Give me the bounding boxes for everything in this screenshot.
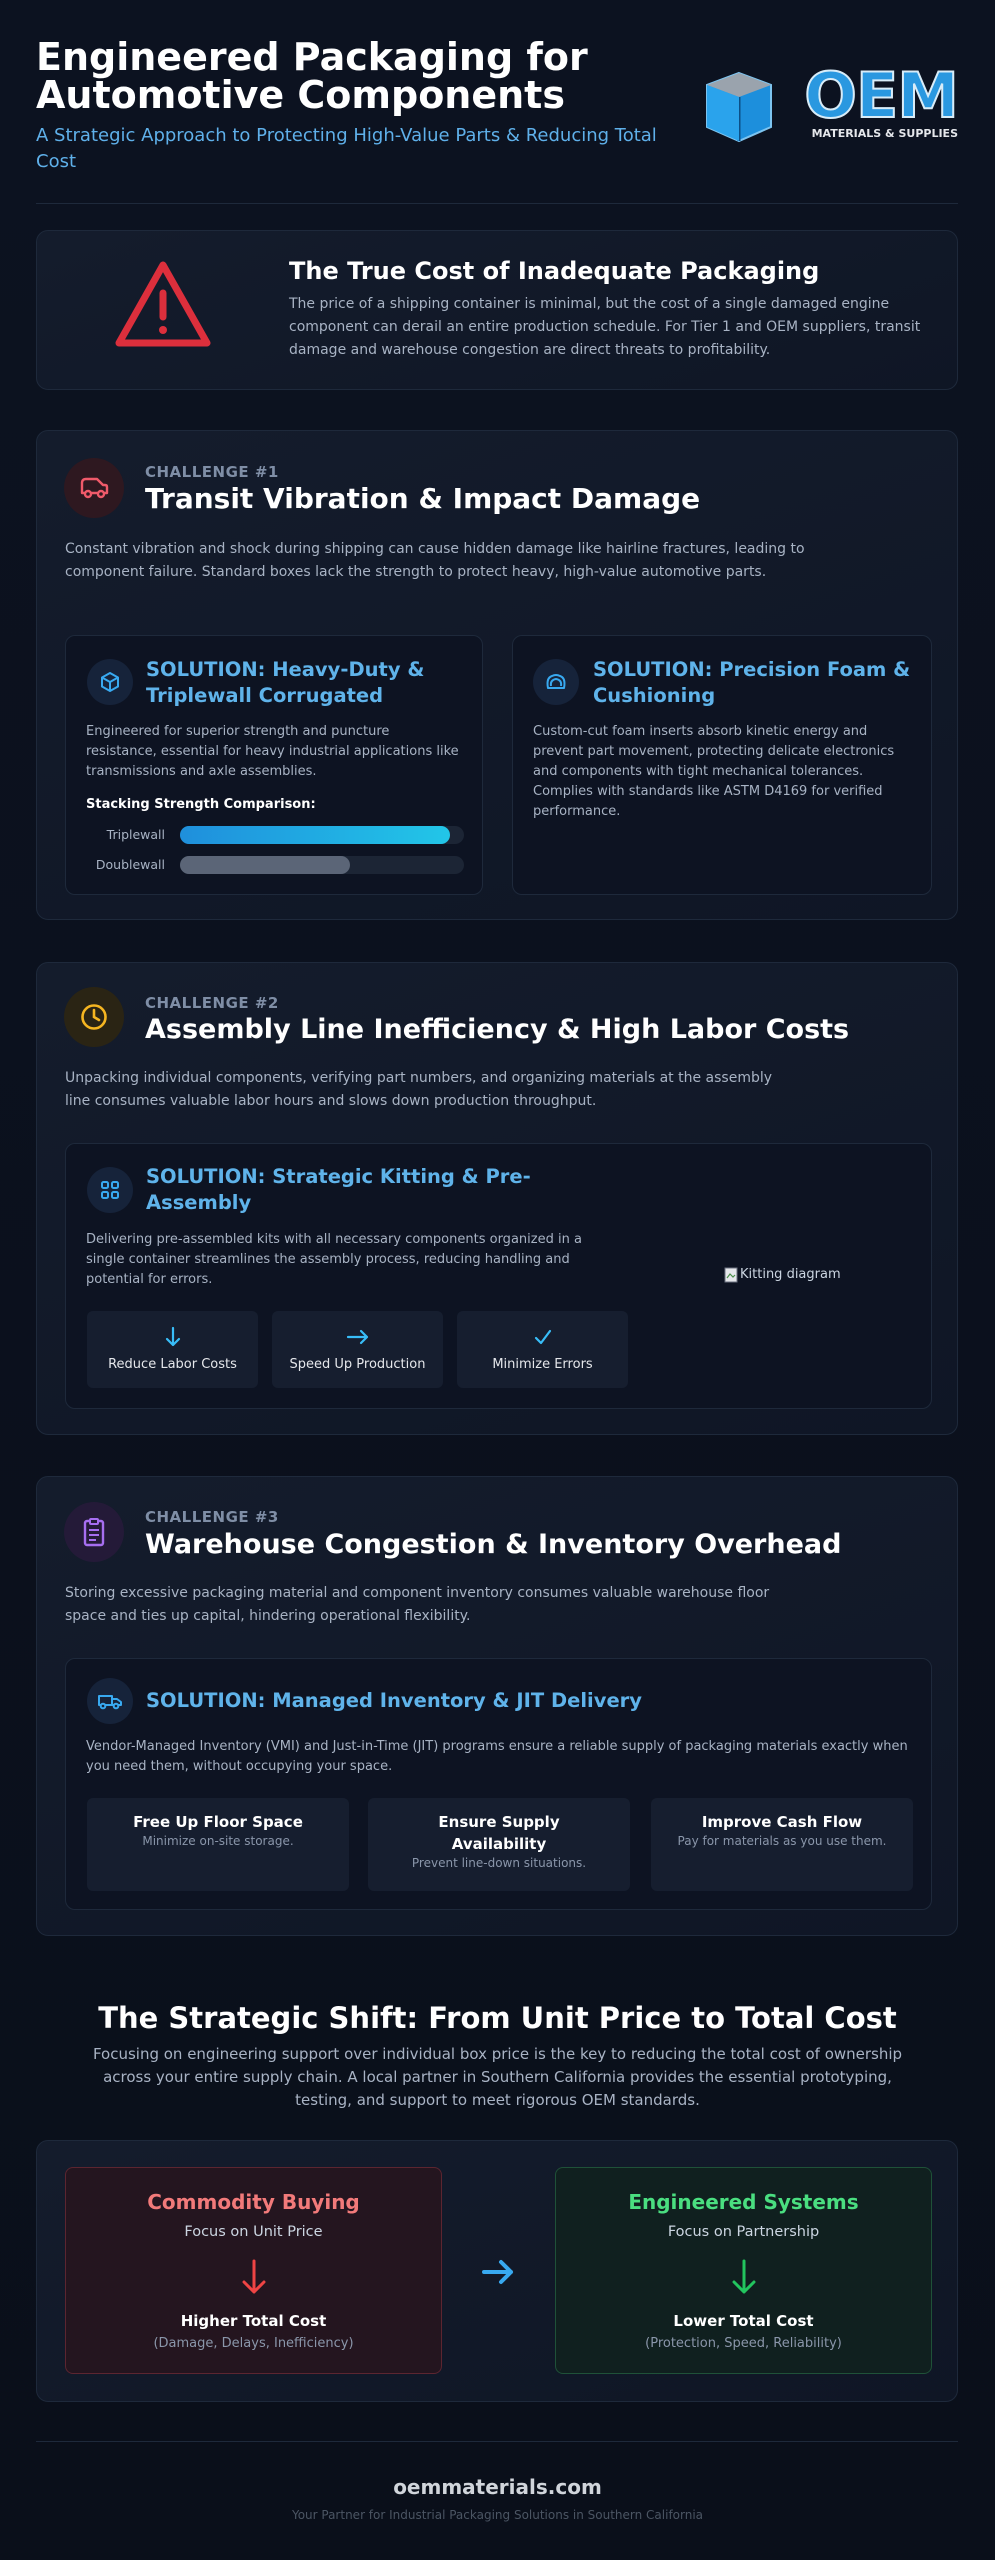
- logo-tagline: MATERIALS & SUPPLIES: [811, 127, 958, 140]
- comparison-focus: Focus on Partnership: [667, 2224, 820, 2240]
- solution-title: SOLUTION: Heavy-Duty & Triplewall Corrug…: [146, 658, 425, 707]
- solution-icon: [87, 1678, 133, 1724]
- solution-card: SOLUTION: Strategic Kitting & Pre-Assemb…: [65, 1143, 932, 1409]
- benefit-label: Minimize Errors: [492, 1357, 593, 1372]
- down-arrow: [732, 2259, 756, 2294]
- comparison-card: Commodity Buying Focus on Unit Price Hig…: [36, 2140, 958, 2402]
- comparison-box: Commodity Buying Focus on Unit Price Hig…: [65, 2167, 442, 2374]
- comparison-result: Lower Total Cost: [673, 2312, 814, 2330]
- challenge-card: CHALLENGE #1 Transit Vibration & Impact …: [36, 430, 958, 920]
- benefit-box: Ensure Supply Availability Prevent line-…: [368, 1798, 630, 1891]
- comparison-detail: (Protection, Speed, Reliability): [645, 2336, 842, 2351]
- challenge-card: CHALLENGE #2 Assembly Line Inefficiency …: [36, 962, 958, 1435]
- bar: [180, 826, 450, 844]
- challenge-icon: [64, 458, 124, 518]
- solution-icon: [87, 1167, 133, 1213]
- bar-track: [180, 826, 464, 844]
- solution-icon: [533, 659, 579, 705]
- warning-icon: [115, 261, 211, 347]
- image-alt-text: Kitting diagram: [740, 1267, 841, 1282]
- benefit-title: Free Up Floor Space: [133, 1813, 303, 1831]
- benefit-box: Improve Cash Flow Pay for materials as y…: [651, 1798, 913, 1891]
- bar-label: Triplewall: [106, 827, 165, 842]
- page-title: Engineered Packaging for Automotive Comp…: [36, 35, 588, 117]
- page-subtitle: A Strategic Approach to Protecting High-…: [36, 125, 657, 172]
- challenge-title: Transit Vibration & Impact Damage: [145, 482, 701, 515]
- intro-title: The True Cost of Inadequate Packaging: [289, 257, 820, 285]
- challenge-card: CHALLENGE #3 Warehouse Congestion & Inve…: [36, 1476, 958, 1936]
- challenge-label: CHALLENGE #2: [145, 994, 279, 1012]
- comparison-title: Engineered Systems: [628, 2190, 859, 2214]
- shift-arrow: [482, 2260, 513, 2284]
- comparison-title: Commodity Buying: [147, 2190, 360, 2214]
- shift-title: The Strategic Shift: From Unit Price to …: [98, 2001, 897, 2035]
- solution-title: SOLUTION: Strategic Kitting & Pre-Assemb…: [146, 1165, 531, 1214]
- logo-name: OEM: [803, 59, 960, 132]
- challenge-text: Constant vibration and shock during ship…: [65, 541, 805, 580]
- kitting-image: Kitting diagram: [724, 1266, 841, 1284]
- benefit-icon: [346, 1329, 369, 1345]
- intro-card: The True Cost of Inadequate Packaging Th…: [36, 230, 958, 390]
- intro-text: The price of a shipping container is min…: [289, 296, 921, 358]
- solution-text: Delivering pre-assembled kits with all n…: [86, 1232, 582, 1287]
- solution-card: SOLUTION: Managed Inventory & JIT Delive…: [65, 1658, 932, 1910]
- footer-site: oemmaterials.com: [393, 2475, 602, 2499]
- solution-title: SOLUTION: Precision Foam & Cushioning: [593, 658, 911, 707]
- broken-image-icon: [724, 1267, 738, 1283]
- benefit-text: Minimize on-site storage.: [142, 1834, 294, 1848]
- solution-icon: [87, 659, 133, 705]
- solution-card: SOLUTION: Heavy-Duty & Triplewall Corrug…: [65, 635, 483, 895]
- footer-tagline: Your Partner for Industrial Packaging So…: [291, 2508, 704, 2522]
- challenge-icon: [64, 1502, 124, 1562]
- benefit-icon: [165, 1326, 181, 1347]
- solution-text: Custom-cut foam inserts absorb kinetic e…: [533, 724, 895, 819]
- challenge-title: Warehouse Congestion & Inventory Overhea…: [145, 1529, 842, 1560]
- comparison-result: Higher Total Cost: [180, 2312, 327, 2330]
- challenge-label: CHALLENGE #1: [145, 463, 279, 481]
- comparison-detail: (Damage, Delays, Inefficiency): [153, 2336, 354, 2351]
- benefit-box: Minimize Errors: [457, 1311, 628, 1388]
- bar-label: Doublewall: [95, 857, 165, 872]
- benefit-icon: [534, 1329, 552, 1345]
- comparison-box: Engineered Systems Focus on Partnership …: [555, 2167, 932, 2374]
- divider: [36, 2441, 958, 2442]
- comparison-focus: Focus on Unit Price: [184, 2224, 323, 2240]
- benefit-title: Improve Cash Flow: [701, 1813, 863, 1831]
- challenge-title: Assembly Line Inefficiency & High Labor …: [145, 1014, 850, 1045]
- divider: [36, 203, 958, 204]
- solution-title: SOLUTION: Managed Inventory & JIT Delive…: [146, 1689, 642, 1712]
- benefit-text: Prevent line-down situations.: [411, 1856, 587, 1870]
- benefit-box: Free Up Floor Space Minimize on-site sto…: [87, 1798, 349, 1891]
- shift-text: Focusing on engineering support over ind…: [92, 2045, 903, 2109]
- benefit-label: Reduce Labor Costs: [108, 1357, 237, 1372]
- comparison-title: Stacking Strength Comparison:: [86, 797, 316, 812]
- benefit-text: Pay for materials as you use them.: [677, 1834, 887, 1848]
- down-arrow: [242, 2259, 266, 2294]
- challenge-label: CHALLENGE #3: [145, 1508, 279, 1526]
- challenge-text: Unpacking individual components, verifyi…: [65, 1070, 773, 1109]
- bar: [180, 856, 351, 874]
- benefit-box: Speed Up Production: [272, 1311, 443, 1388]
- benefit-label: Speed Up Production: [289, 1357, 426, 1372]
- solution-text: Engineered for superior strength and pun…: [86, 724, 459, 779]
- challenge-icon: [64, 987, 124, 1047]
- benefit-title: Ensure Supply Availability: [438, 1813, 560, 1853]
- bar-track: [180, 856, 464, 874]
- benefit-box: Reduce Labor Costs: [87, 1311, 258, 1388]
- logo-icon: [706, 71, 772, 143]
- solution-card: SOLUTION: Precision Foam & Cushioning Cu…: [512, 635, 932, 895]
- solution-text: Vendor-Managed Inventory (VMI) and Just-…: [86, 1739, 908, 1774]
- challenge-text: Storing excessive packaging material and…: [65, 1585, 770, 1624]
